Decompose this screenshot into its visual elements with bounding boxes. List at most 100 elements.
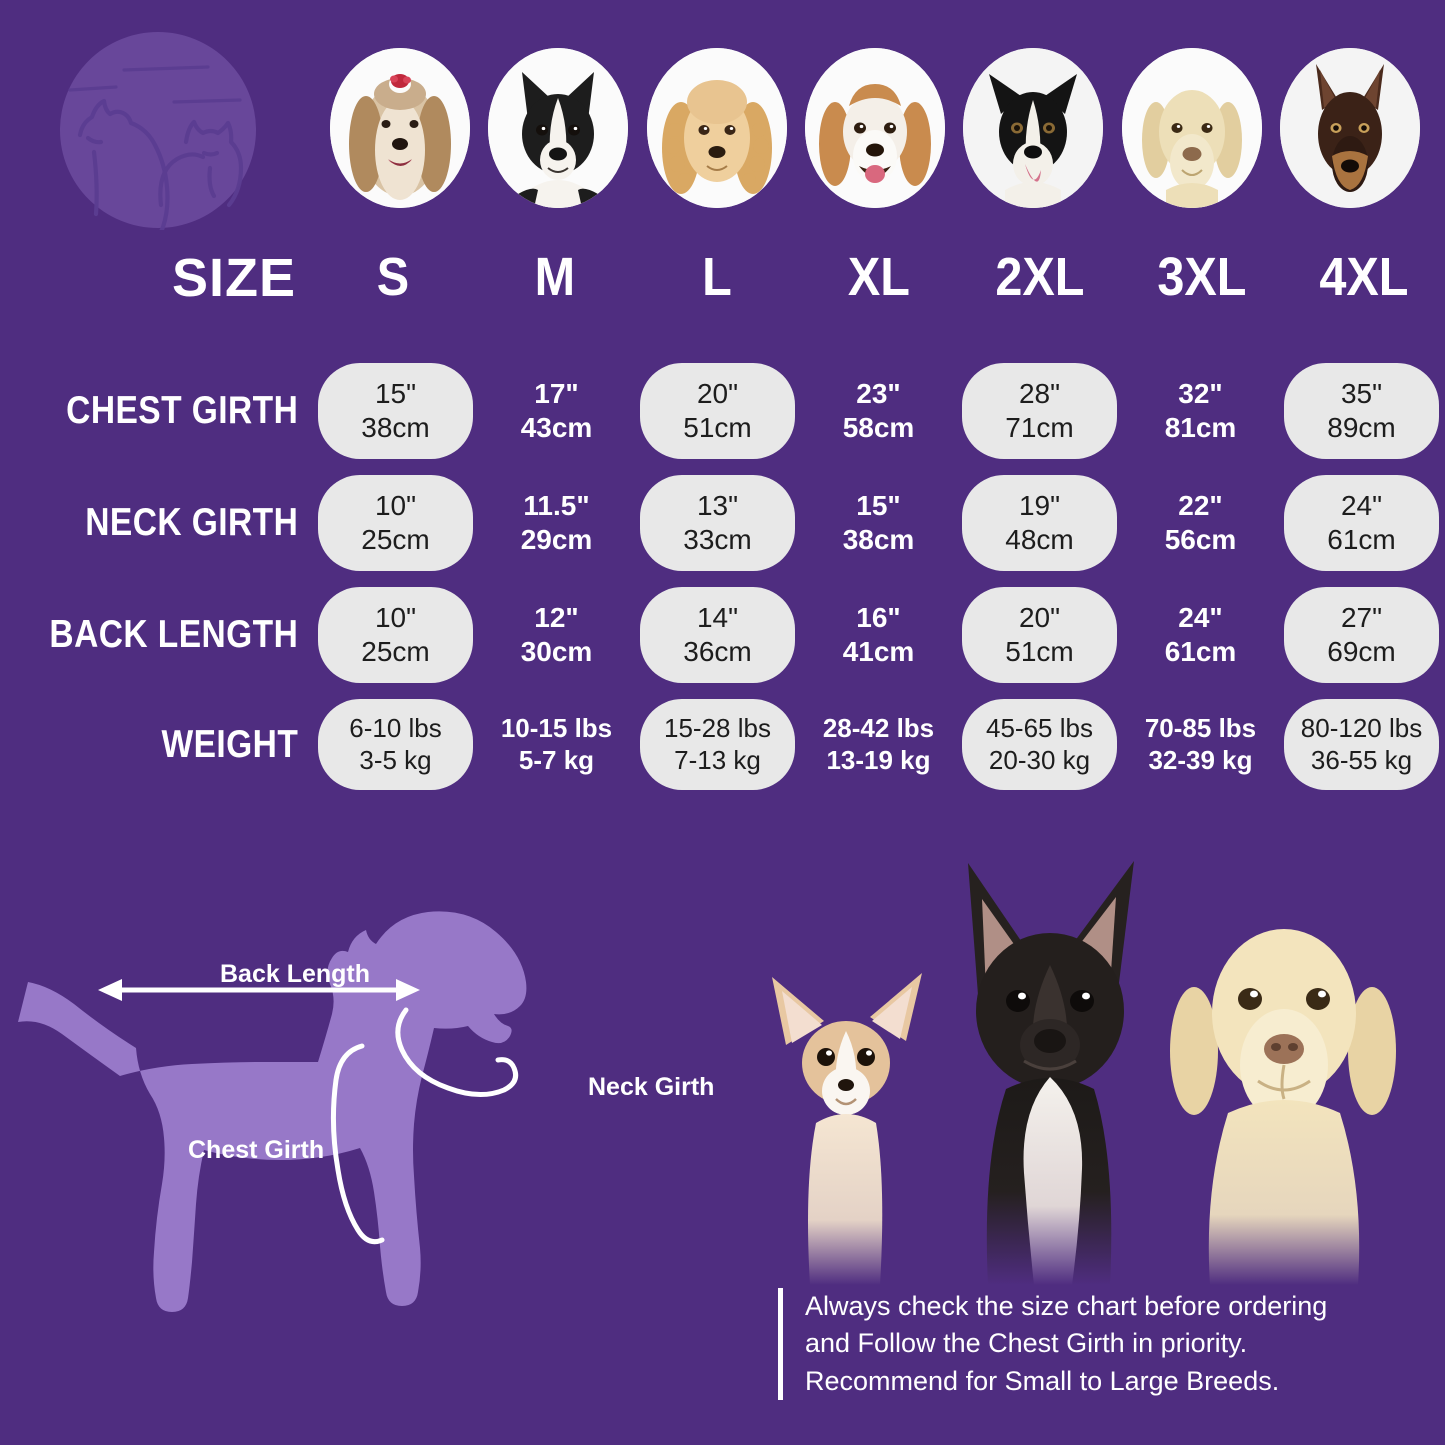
cell-neck-girth-l: 13" 33cm: [640, 475, 795, 572]
dog-size-comparison-photos: [720, 845, 1445, 1285]
cell-back-length-l: 14" 36cm: [640, 587, 795, 684]
size-header-2xl: 2XL: [995, 247, 1085, 307]
value-metric: 25cm: [361, 636, 430, 668]
cell-back-length-xl: 16" 41cm: [801, 587, 956, 683]
value-imperial: 14": [696, 602, 739, 633]
cell-back-length-m: 12" 30cm: [479, 587, 634, 683]
value-imperial: 12": [534, 602, 579, 633]
value-metric: 61cm: [1327, 524, 1396, 556]
row-label-back-length: BACK LENGTH: [49, 613, 299, 657]
value-imperial: 13": [696, 490, 739, 521]
cell-back-length-2xl: 20" 51cm: [962, 587, 1117, 684]
value-imperial: 24": [1340, 490, 1383, 521]
cell-weight-m: 10-15 lbs 5-7 kg: [479, 699, 634, 790]
cell-back-length-4xl: 27" 69cm: [1284, 587, 1439, 684]
cell-neck-girth-2xl: 19" 48cm: [962, 475, 1117, 572]
value-imperial: 27": [1340, 602, 1383, 633]
value-imperial: 6-10 lbs: [349, 713, 442, 743]
size-header-4xl: 4XL: [1319, 247, 1409, 307]
size-header-l: L: [701, 247, 732, 307]
value-metric: 81cm: [1164, 412, 1237, 444]
value-imperial: 19": [1018, 490, 1061, 521]
photo-labrador: [1170, 929, 1396, 1285]
value-imperial: 15": [856, 490, 901, 521]
value-imperial: 10-15 lbs: [500, 713, 613, 743]
photo-french-bulldog: [968, 861, 1134, 1285]
value-imperial: 20": [1018, 602, 1061, 633]
table-corner-label: SIZE: [171, 247, 296, 308]
footer-line-3: Recommend for Small to Large Breeds.: [805, 1365, 1280, 1396]
brand-logo: [58, 30, 258, 241]
cell-weight-l: 15-28 lbs 7-13 kg: [640, 699, 795, 791]
cell-weight-4xl: 80-120 lbs 36-55 kg: [1284, 699, 1439, 791]
value-metric: 33cm: [683, 524, 752, 556]
row-label-chest-girth: CHEST GIRTH: [66, 389, 299, 433]
value-metric: 13-19 kg: [826, 744, 931, 775]
size-header-cells: S M L XL 2XL 3XL 4XL: [312, 245, 1445, 311]
value-metric: 61cm: [1164, 636, 1237, 668]
cell-back-length-3xl: 24" 61cm: [1123, 587, 1278, 683]
value-metric: 41cm: [842, 636, 915, 668]
value-metric: 25cm: [361, 524, 430, 556]
cell-chest-girth-3xl: 32" 81cm: [1123, 363, 1278, 459]
breed-avatar-doberman: [1279, 48, 1420, 208]
value-imperial: 70-85 lbs: [1144, 713, 1257, 743]
size-header-3xl: 3XL: [1157, 247, 1247, 307]
diagram-label-back-length: Back Length: [220, 960, 371, 988]
table-row-neck-girth: NECK GIRTH 10" 25cm 11.5" 29cm 13" 33cm 15" 38c…: [0, 475, 1445, 572]
cell-weight-xl: 28-42 lbs 13-19 kg: [801, 699, 956, 790]
value-metric: 71cm: [1005, 412, 1074, 444]
cell-weight-s: 6-10 lbs 3-5 kg: [318, 699, 473, 791]
value-imperial: 15": [374, 378, 417, 409]
value-imperial: 22": [1178, 490, 1223, 521]
measurement-diagram: [10, 860, 740, 1430]
value-imperial: 28": [1018, 378, 1061, 409]
value-metric: 43cm: [520, 412, 593, 444]
row-cells-chest-girth: 15" 38cm 17" 43cm 20" 51cm 23" 58cm 28" 71cm 32" 81…: [312, 363, 1445, 460]
value-imperial: 15-28 lbs: [664, 713, 771, 743]
value-imperial: 24": [1178, 602, 1223, 633]
size-header-m: M: [534, 247, 576, 307]
size-header-xl: XL: [847, 247, 910, 307]
value-metric: 48cm: [1005, 524, 1074, 556]
cell-weight-3xl: 70-85 lbs 32-39 kg: [1123, 699, 1278, 790]
table-header-row: SIZE S M L XL 2XL 3XL 4XL: [0, 245, 1445, 311]
breed-avatar-beagle: [804, 48, 945, 208]
value-metric: 58cm: [842, 412, 915, 444]
cell-weight-2xl: 45-65 lbs 20-30 kg: [962, 699, 1117, 791]
breed-avatar-strip: [330, 42, 1420, 214]
row-cells-weight: 6-10 lbs 3-5 kg 10-15 lbs 5-7 kg 15-28 lbs 7-…: [312, 699, 1445, 791]
cell-chest-girth-m: 17" 43cm: [479, 363, 634, 459]
value-metric: 56cm: [1164, 524, 1237, 556]
size-chart-table: SIZE S M L XL 2XL 3XL 4XL CHEST GIRTH 15" 38cm 1…: [0, 245, 1445, 795]
value-metric: 30cm: [520, 636, 593, 668]
cell-chest-girth-2xl: 28" 71cm: [962, 363, 1117, 460]
cell-neck-girth-s: 10" 25cm: [318, 475, 473, 572]
value-metric: 20-30 kg: [988, 744, 1091, 775]
value-imperial: 80-120 lbs: [1300, 713, 1423, 743]
value-imperial: 23": [856, 378, 901, 409]
value-imperial: 32": [1178, 378, 1223, 409]
value-metric: 29cm: [520, 524, 593, 556]
cell-neck-girth-3xl: 22" 56cm: [1123, 475, 1278, 571]
value-imperial: 11.5": [523, 490, 590, 521]
diagram-label-neck-girth: Neck Girth: [588, 1073, 715, 1101]
value-imperial: 35": [1340, 378, 1383, 409]
row-label-neck-girth: NECK GIRTH: [85, 501, 299, 545]
value-imperial: 10": [374, 602, 417, 633]
row-label-weight: WEIGHT: [161, 722, 299, 766]
cell-chest-girth-s: 15" 38cm: [318, 363, 473, 460]
diagram-label-chest-girth: Chest Girth: [188, 1136, 325, 1164]
breed-avatar-border-collie: [963, 48, 1104, 208]
table-row-chest-girth: CHEST GIRTH 15" 38cm 17" 43cm 20" 51cm 23" 58cm…: [0, 363, 1445, 460]
cell-back-length-s: 10" 25cm: [318, 587, 473, 684]
value-imperial: 16": [856, 602, 901, 633]
value-imperial: 17": [534, 378, 579, 409]
value-metric: 5-7 kg: [518, 744, 595, 775]
value-metric: 89cm: [1327, 412, 1396, 444]
row-cells-neck-girth: 10" 25cm 11.5" 29cm 13" 33cm 15" 38cm 19" 48cm 22"…: [312, 475, 1445, 572]
size-header-s: S: [376, 247, 410, 307]
value-metric: 69cm: [1327, 636, 1396, 668]
value-imperial: 45-65 lbs: [986, 713, 1093, 743]
footer-line-2: and Follow the Chest Girth in priority.: [805, 1328, 1248, 1359]
